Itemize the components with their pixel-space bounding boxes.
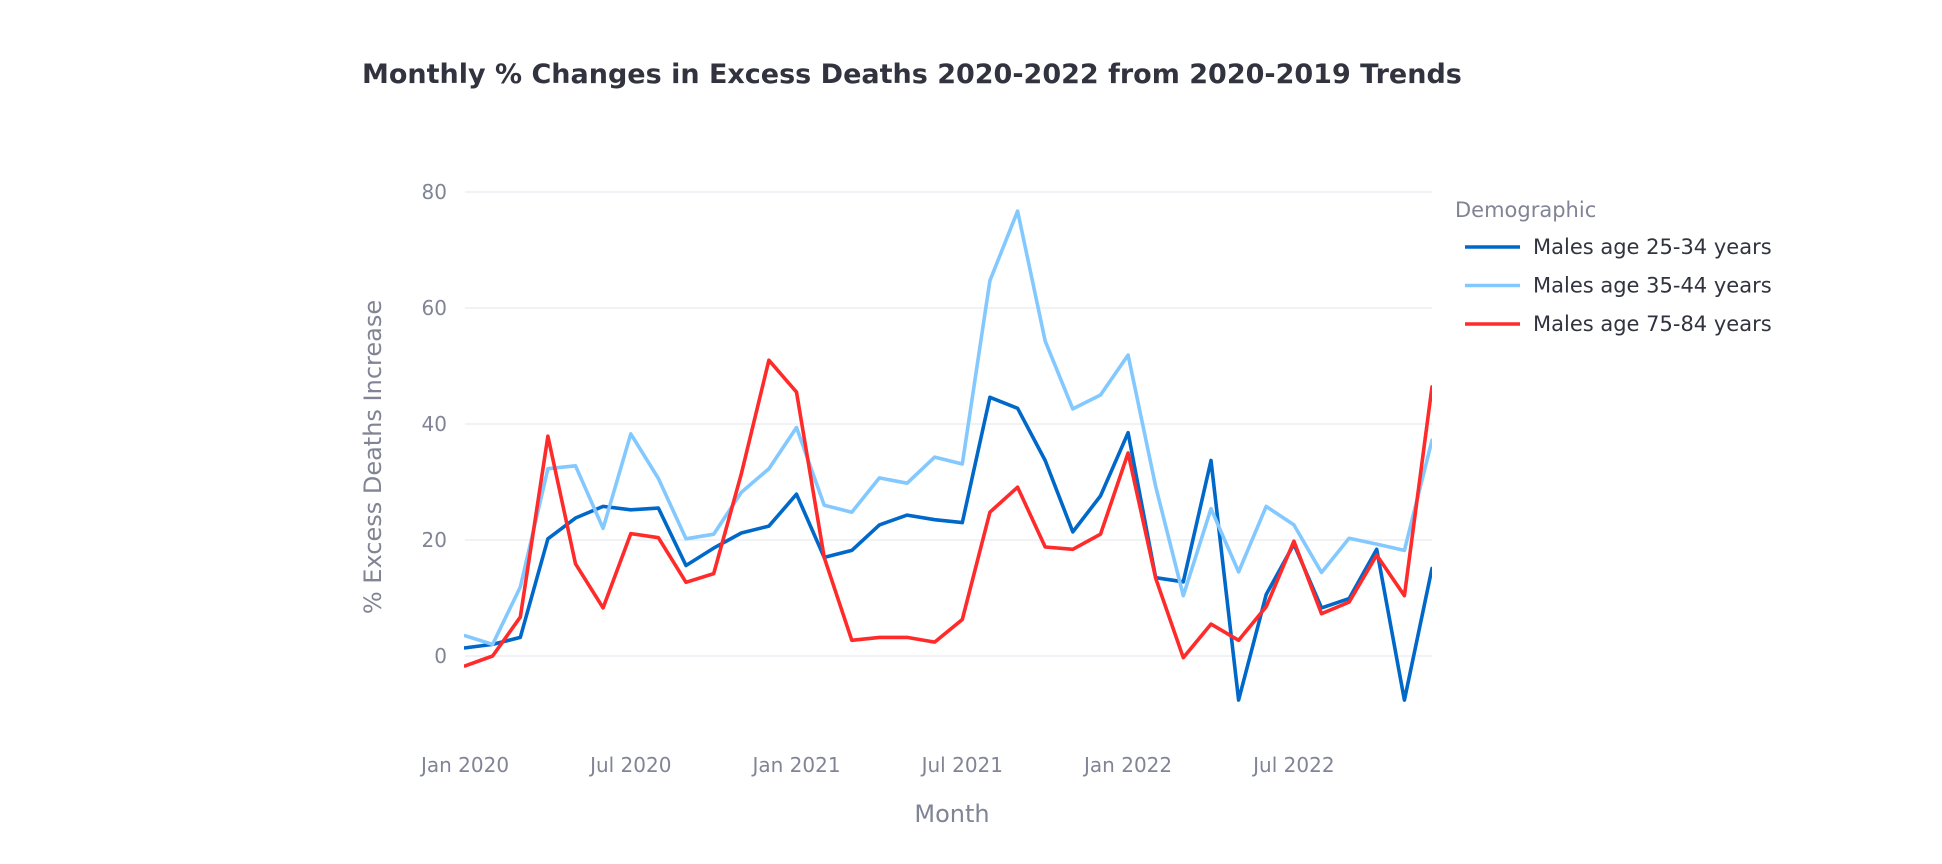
y-axis-title: % Excess Deaths Increase xyxy=(359,300,387,614)
y-tick-label: 60 xyxy=(422,296,447,320)
gridlines xyxy=(465,191,1432,657)
y-tick-label: 20 xyxy=(422,528,447,552)
series-lines xyxy=(464,209,1432,702)
series-line-2 xyxy=(464,209,1432,647)
y-tick-label: 0 xyxy=(434,644,447,668)
x-tick-label: Jan 2021 xyxy=(750,753,840,777)
x-tick-label: Jul 2020 xyxy=(588,753,671,777)
legend-title: Demographic xyxy=(1455,198,1596,222)
y-tick-label: 40 xyxy=(422,412,447,436)
x-tick-label: Jan 2022 xyxy=(1082,753,1172,777)
legend-item-3[interactable]: Males age 75-84 years xyxy=(1465,312,1772,336)
legend-label: Males age 75-84 years xyxy=(1533,312,1772,336)
x-axis-ticks: Jan 2020 Jul 2020 Jan 2021 Jul 2021 Jan 2022… xyxy=(419,753,1335,777)
y-tick-label: 80 xyxy=(422,180,447,204)
legend-label: Males age 35-44 years xyxy=(1533,274,1772,298)
chart-title: Monthly % Changes in Excess Deaths 2020-… xyxy=(362,59,1462,90)
legend[interactable]: Demographic Males age 25-34 years Males a… xyxy=(1455,198,1772,336)
x-tick-label: Jul 2021 xyxy=(920,753,1003,777)
y-axis-ticks: 0 20 40 60 80 xyxy=(422,180,447,668)
legend-item-2[interactable]: Males age 35-44 years xyxy=(1465,274,1772,298)
x-tick-label: Jan 2020 xyxy=(419,753,509,777)
series-line-1 xyxy=(464,395,1432,702)
legend-label: Males age 25-34 years xyxy=(1533,235,1772,259)
x-axis-title: Month xyxy=(914,800,989,828)
series-line-3 xyxy=(464,358,1432,668)
x-tick-label: Jul 2022 xyxy=(1251,753,1334,777)
legend-item-1[interactable]: Males age 25-34 years xyxy=(1465,235,1772,259)
